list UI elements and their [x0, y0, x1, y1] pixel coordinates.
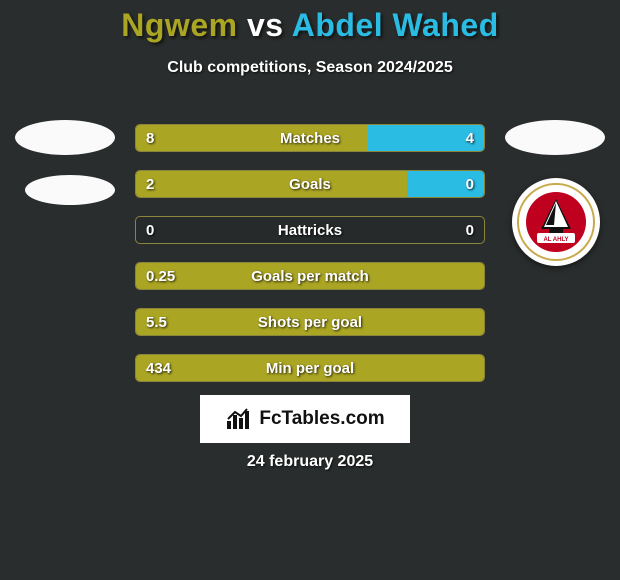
player1-name: Ngwem: [121, 7, 237, 43]
stat-bar-left-value: 5.5: [146, 309, 167, 335]
brand-text: FcTables.com: [259, 408, 384, 430]
player1-avatar-placeholder: [15, 120, 115, 155]
stat-bar-row: 434Min per goal: [135, 354, 485, 382]
stat-bar-right-value: 0: [466, 217, 474, 243]
subtitle: Club competitions, Season 2024/2025: [0, 59, 620, 77]
vs-label: vs: [247, 7, 284, 43]
stat-bar-left-value: 0: [146, 217, 154, 243]
stat-bar-left-fill: [136, 355, 484, 381]
date-label: 24 february 2025: [0, 453, 620, 471]
stat-bar-left-fill: [136, 309, 484, 335]
comparison-title: Ngwem vs Abdel Wahed: [0, 0, 620, 44]
stat-bar-left-fill: [136, 171, 407, 197]
stat-bar-row: 0 0Hattricks: [135, 216, 485, 244]
player2-club-badge: AL AHLY: [512, 178, 600, 266]
stat-bar-left-value: 434: [146, 355, 171, 381]
stat-bar-row: 0.25Goals per match: [135, 262, 485, 290]
stat-bar-left-value: 2: [146, 171, 154, 197]
player1-club-placeholder: [25, 175, 115, 205]
fctables-logo-icon: [225, 407, 253, 431]
stat-bar-right-value: 4: [466, 125, 474, 151]
stat-bar-row: 84Matches: [135, 124, 485, 152]
stat-bar-right-value: 0: [466, 171, 474, 197]
al-ahly-badge-icon: AL AHLY: [517, 183, 595, 261]
stats-bars: 84Matches20Goals00Hattricks0.25Goals per…: [135, 124, 485, 400]
stat-bar-left-value: 0.25: [146, 263, 175, 289]
player2-avatar-placeholder: [505, 120, 605, 155]
stat-bar-label: Hattricks: [136, 217, 484, 243]
brand-box: FcTables.com: [200, 395, 410, 443]
player2-name: Abdel Wahed: [292, 7, 499, 43]
stat-bar-row: 5.5Shots per goal: [135, 308, 485, 336]
stat-bar-left-fill: [136, 125, 368, 151]
stat-bar-row: 20Goals: [135, 170, 485, 198]
svg-text:AL AHLY: AL AHLY: [543, 237, 568, 243]
stat-bar-left-fill: [136, 263, 484, 289]
stat-bar-left-value: 8: [146, 125, 154, 151]
